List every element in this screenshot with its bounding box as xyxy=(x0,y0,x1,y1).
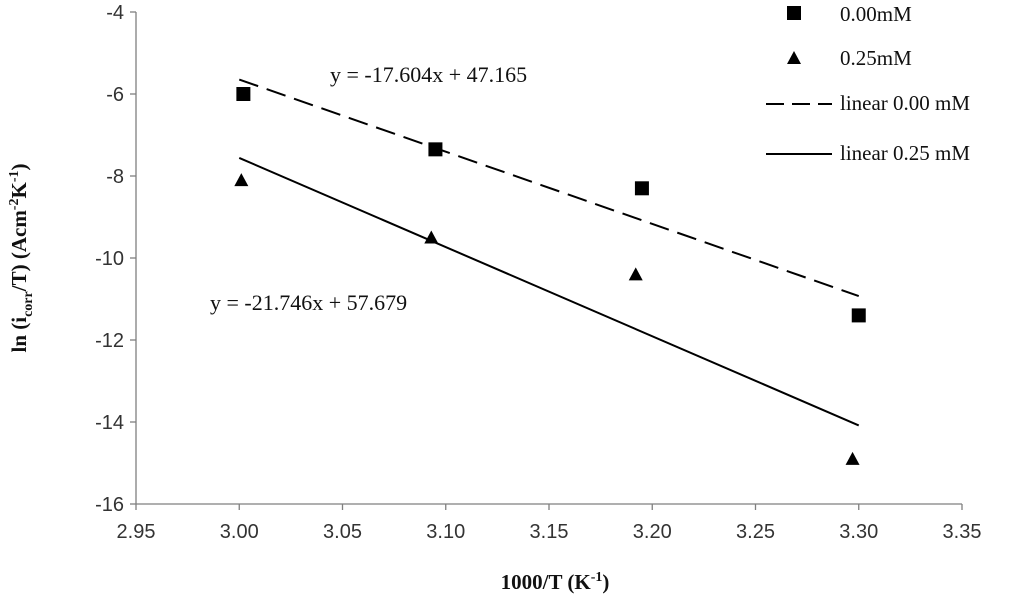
x-tick-label: 3.05 xyxy=(323,521,362,543)
x-tick-label: 3.00 xyxy=(220,521,259,543)
data-points xyxy=(234,87,866,465)
equation-label-0-25mm: y = -21.746x + 57.679 xyxy=(210,290,407,315)
legend-marker-0-00mm xyxy=(787,6,801,20)
trendline-0 xyxy=(238,78,860,298)
y-tick-label: -4 xyxy=(106,2,124,24)
x-tick-label: 3.15 xyxy=(530,521,569,543)
x-tick-label: 3.10 xyxy=(426,521,465,543)
data-point-triangle xyxy=(424,230,439,244)
y-tick-label: -14 xyxy=(95,412,124,434)
y-axis-title: ln (icorr/T) (Acm-2K-1) xyxy=(7,164,36,353)
legend-marker-0-25mm xyxy=(787,51,801,64)
data-point-triangle xyxy=(234,173,249,187)
x-axis-title: 1000/T (K-1) xyxy=(501,570,610,594)
trendlines xyxy=(238,78,860,427)
x-tick-label: 3.30 xyxy=(839,521,878,543)
legend-label-0-00mm: 0.00mM xyxy=(840,2,912,26)
data-point-square xyxy=(851,308,866,323)
legend-label-0-25mm: 0.25mM xyxy=(840,46,912,70)
x-tick-label: 3.25 xyxy=(736,521,775,543)
x-tick-label: 3.35 xyxy=(943,521,982,543)
x-tick-label: 2.95 xyxy=(117,521,156,543)
data-point-square xyxy=(236,87,251,101)
equation-label-0-00mm: y = -17.604x + 47.165 xyxy=(330,62,527,87)
data-point-triangle xyxy=(628,267,643,281)
axes xyxy=(130,11,963,510)
x-tick-label: 3.20 xyxy=(633,521,672,543)
y-tick-label: -8 xyxy=(106,166,124,188)
y-tick-label: -6 xyxy=(106,84,124,106)
legend: 0.00mM 0.25mM linear 0.00 mM linear 0.25… xyxy=(766,2,970,165)
y-tick-label: -10 xyxy=(95,248,124,270)
legend-label-linear-0-00mm: linear 0.00 mM xyxy=(840,91,970,115)
data-point-triangle xyxy=(845,451,860,465)
y-tick-label: -12 xyxy=(95,330,124,352)
tick-labels: -4 -6 -8 -10 -12 -14 -16 2.95 3.00 3.05 3.10 3.15 3.… xyxy=(95,2,981,543)
y-tick-label: -16 xyxy=(95,494,124,516)
data-point-square xyxy=(428,142,443,157)
legend-label-linear-0-25mm: linear 0.25 mM xyxy=(840,141,970,165)
trendline-1 xyxy=(238,157,860,427)
data-point-square xyxy=(634,181,649,196)
